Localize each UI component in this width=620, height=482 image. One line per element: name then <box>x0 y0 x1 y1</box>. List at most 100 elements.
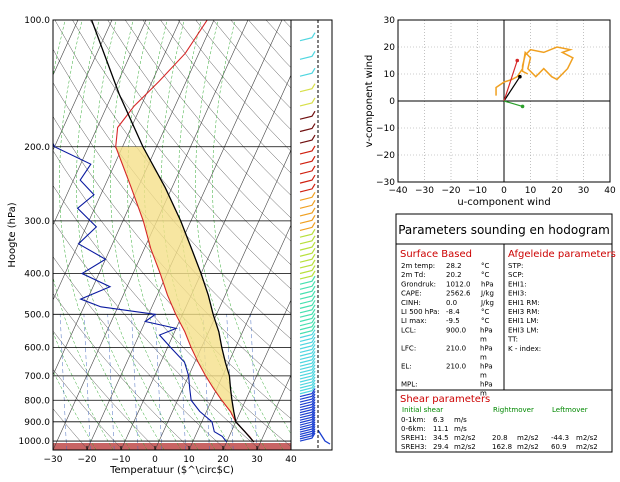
surface-param-unit: J/kg <box>480 299 494 307</box>
surface-param-value: -8.4 <box>446 308 460 316</box>
mixing-ratio-line <box>36 314 42 450</box>
y-tick-label: 900.0 <box>24 418 50 428</box>
shear-parameters-header: Shear parameters <box>400 394 490 405</box>
derived-param-label: EHI3 LM: <box>508 326 539 334</box>
mixing-ratio-line <box>59 314 67 450</box>
wind-barb <box>299 313 316 323</box>
wind-barb <box>299 406 316 416</box>
wind-barb <box>299 329 316 339</box>
y-tick-label: 200.0 <box>24 143 50 153</box>
wind-barb <box>299 259 316 269</box>
dry-adiabat-line <box>107 20 291 242</box>
wind-barb <box>299 376 316 386</box>
hodo-x-tick-label: 20 <box>551 186 563 196</box>
wind-barb <box>299 285 316 295</box>
wind-barb <box>299 155 316 165</box>
shear-col-leftmover: Leftmover <box>552 406 588 414</box>
wind-barb <box>299 325 316 335</box>
wind-barb <box>299 370 316 380</box>
y-tick-label: 100.0 <box>24 16 50 26</box>
wind-barb <box>299 388 316 398</box>
wind-barb <box>299 199 316 209</box>
surface-param-label: 2m Td: <box>401 271 426 279</box>
surface-param-unit: hPa <box>481 280 494 288</box>
wind-barb <box>299 304 316 314</box>
wind-barb <box>299 183 316 193</box>
x-tick-label: 0 <box>152 455 158 465</box>
shear-left-value: -44.3 <box>551 434 569 442</box>
storm-motion-right-head <box>518 74 522 79</box>
dry-adiabat-line <box>125 20 291 219</box>
parcel-line <box>90 20 255 443</box>
surface-param-label: EL: <box>401 362 412 370</box>
wind-barb <box>299 404 316 414</box>
x-tick-label: 30 <box>251 455 263 465</box>
storm-motion-left-arrow <box>503 100 523 107</box>
x-tick-label: −30 <box>44 455 63 465</box>
y-tick-label: 1000.0 <box>19 437 51 447</box>
hodo-y-tick-label: 0 <box>389 97 395 107</box>
surface-param-label: CAPE: <box>401 290 422 298</box>
x-tick-label: 40 <box>285 455 297 465</box>
wind-barb <box>299 336 316 346</box>
wind-barb <box>299 32 316 42</box>
wind-barb <box>299 228 316 238</box>
shear-row-label: 0-6km: <box>401 425 426 433</box>
hodo-x-tick-label: 10 <box>525 186 537 196</box>
wind-barb <box>299 317 316 327</box>
isotherm-line <box>256 374 291 450</box>
shear-initial-value: 34.5 <box>433 434 449 442</box>
derived-param-label: EHI3 RM: <box>508 308 540 316</box>
surface-param-value: 210.0 <box>446 362 466 370</box>
wind-barb <box>299 423 316 433</box>
surface-param-label: CINH: <box>401 299 421 307</box>
wind-barb <box>299 123 316 133</box>
hodograph-trace <box>495 46 574 96</box>
moist-adiabat-line <box>59 20 148 450</box>
isotherm-line <box>222 299 291 450</box>
surface-param-unit: m <box>480 371 487 379</box>
wind-barb <box>299 414 316 424</box>
derived-parameters-header: Afgeleide parameters <box>508 249 616 260</box>
shear-right-unit: m2/s2 <box>517 443 539 451</box>
mixing-ratio-line <box>13 314 19 450</box>
dry-adiabat-line <box>53 256 227 450</box>
wind-barb <box>299 364 316 374</box>
surface-param-value: 2562.6 <box>446 290 471 298</box>
shear-row-label: SREH3: <box>401 443 427 451</box>
surface-param-value: 28.2 <box>446 262 462 270</box>
surface-param-label: Grondruk: <box>401 280 436 288</box>
wind-barb <box>299 379 316 389</box>
wind-barb <box>299 110 316 120</box>
parameters-table: Parameters sounding en hodogram Surface … <box>395 213 616 453</box>
surface-param-unit: m <box>480 389 487 397</box>
y-tick-label: 800.0 <box>24 396 50 406</box>
wind-barb <box>299 134 316 144</box>
hodograph-frame <box>397 19 611 183</box>
y-tick-label: 300.0 <box>24 217 50 227</box>
dry-adiabat-line <box>53 185 291 447</box>
hodo-y-tick-label: 30 <box>384 16 396 26</box>
surface-param-label: LCL: <box>401 326 416 334</box>
surface-band <box>53 443 291 450</box>
dry-adiabat-line <box>53 116 291 392</box>
wind-barb <box>299 428 316 438</box>
dry-adiabat-line <box>89 20 291 266</box>
wind-barb <box>299 321 316 331</box>
dry-adiabat-line <box>53 82 291 366</box>
shear-initial-unit: m/s <box>454 425 467 433</box>
derived-param-label: EHI1: <box>508 280 527 288</box>
shear-initial-value: 6.3 <box>433 416 444 424</box>
skew-t-xlabel: Temperatuur ($^\circ$C) <box>109 465 234 476</box>
wind-barb <box>299 97 316 107</box>
wind-barb <box>299 421 316 431</box>
surface-param-label: LI max: <box>401 317 427 325</box>
shear-row-label: 0-1km: <box>401 416 426 424</box>
wind-barbs <box>299 32 331 445</box>
hodo-x-tick-label: −30 <box>415 186 434 196</box>
surface-param-label: LFC: <box>401 344 416 352</box>
y-tick-label: 400.0 <box>24 270 50 280</box>
shear-vector-head <box>515 58 520 63</box>
surface-param-value: 0.0 <box>446 299 457 307</box>
